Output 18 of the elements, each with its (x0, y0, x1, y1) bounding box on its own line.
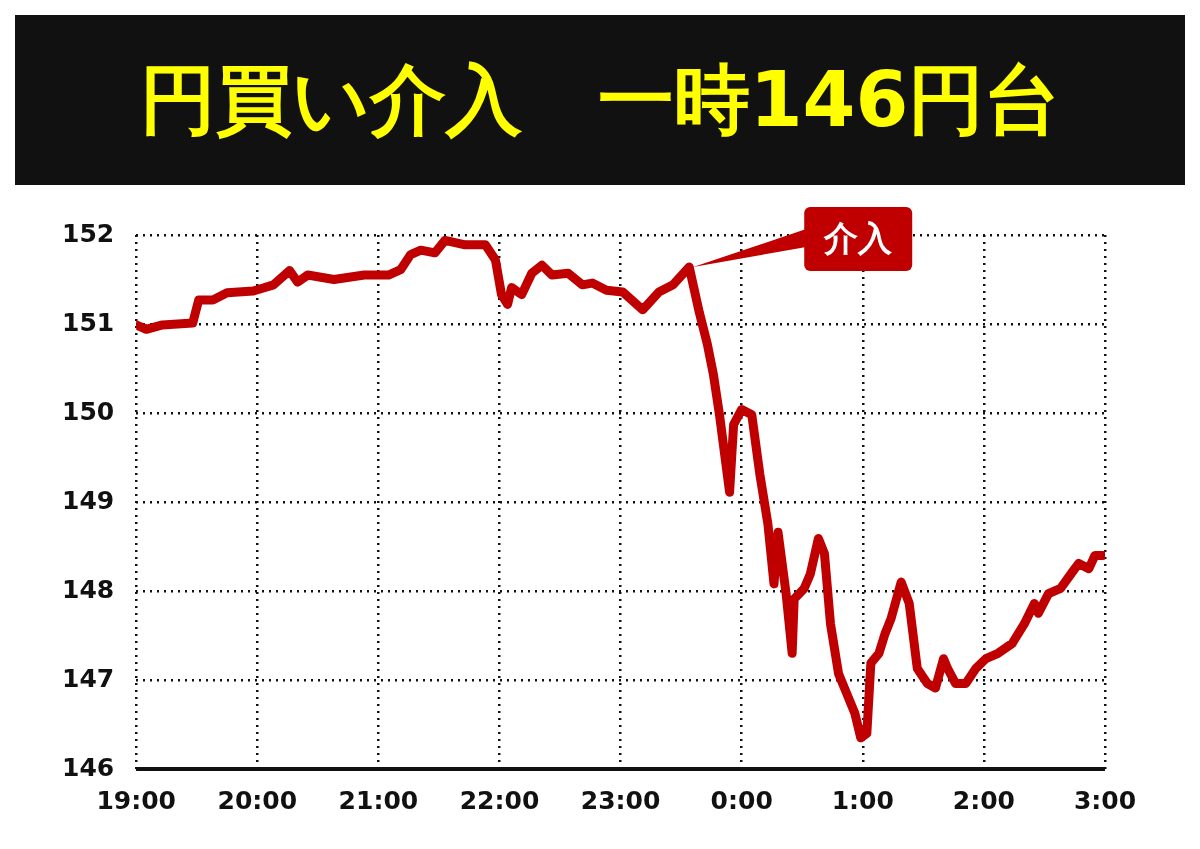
x-tick-label: 1:00 (831, 785, 894, 815)
x-tick-label: 23:00 (580, 785, 661, 815)
x-tick-label: 19:00 (96, 785, 176, 815)
y-tick-label: 148 (62, 574, 115, 604)
x-tick-label: 0:00 (710, 785, 773, 815)
y-tick-label: 152 (62, 218, 115, 248)
annotation: 介入 (823, 217, 894, 258)
y-tick-label: 150 (62, 396, 115, 426)
y-tick-label: 151 (62, 307, 115, 337)
x-tick-label: 21:00 (338, 785, 419, 815)
y-tick-label: 149 (62, 485, 115, 515)
chart-title: 円買い介入 一時146円台 (15, 15, 1185, 185)
x-tick-label: 3:00 (1073, 785, 1137, 815)
y-tick-label: 146 (62, 752, 115, 782)
x-tick-label: 2:00 (952, 785, 1015, 815)
y-tick-label: 147 (62, 663, 115, 693)
x-tick-label: 20:00 (217, 785, 298, 815)
x-tick-label: 22:00 (459, 785, 540, 815)
